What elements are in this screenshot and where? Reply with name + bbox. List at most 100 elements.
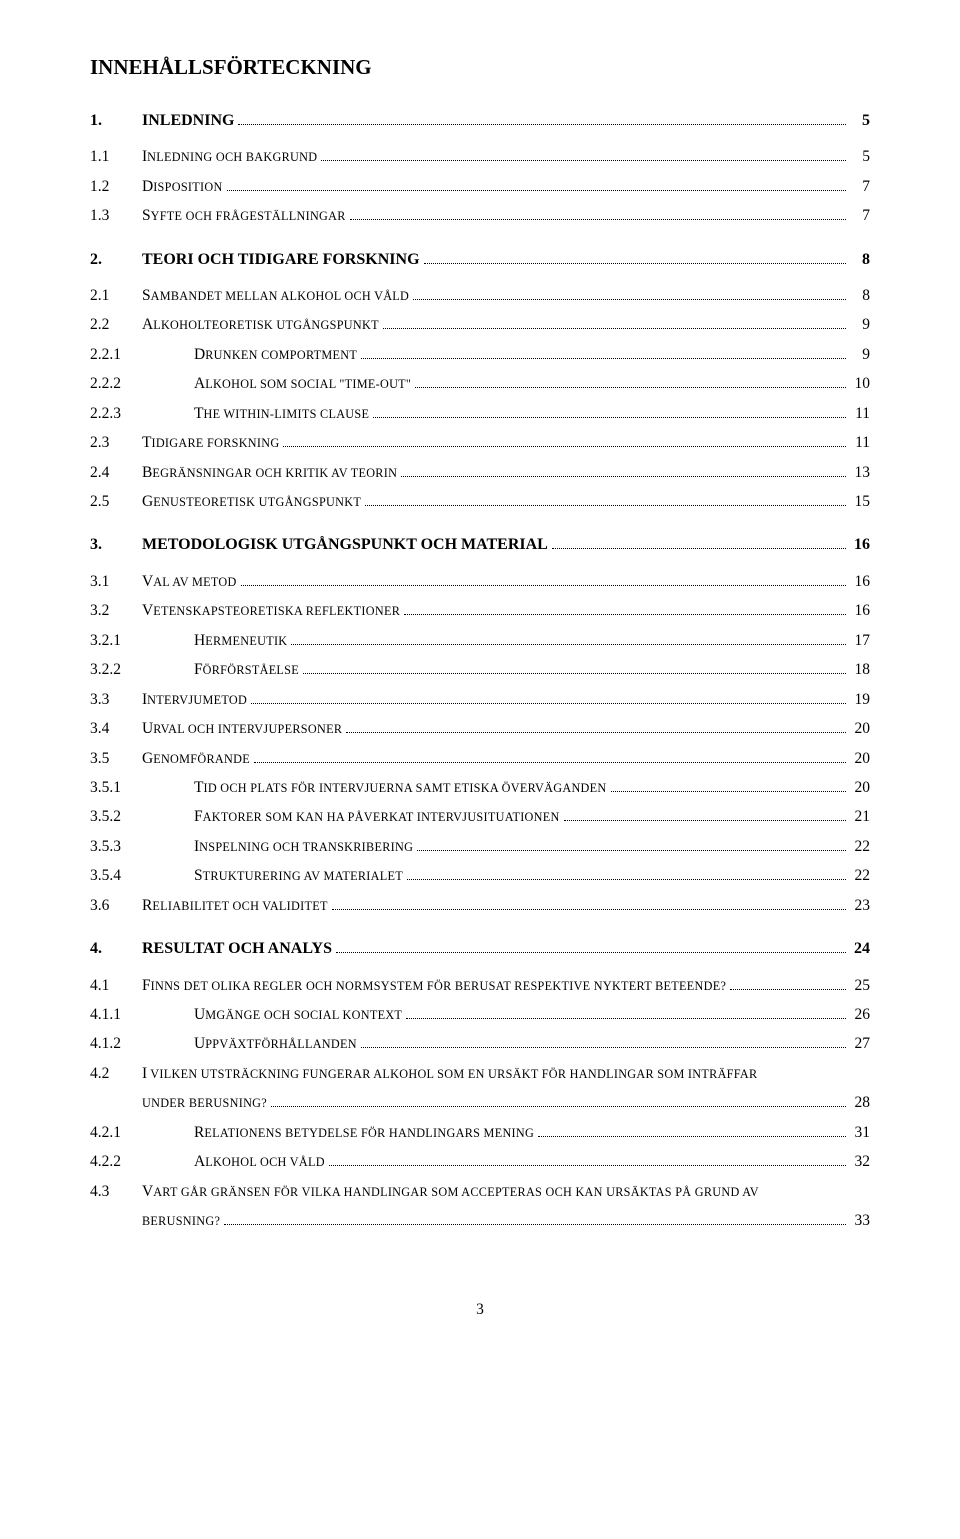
toc-leader bbox=[336, 940, 846, 954]
toc-entry: 2.1SAMBANDET MELLAN ALKOHOL OCH VÅLD 8 bbox=[90, 281, 870, 310]
toc-entry: 3.6RELIABILITET OCH VALIDITET23 bbox=[90, 891, 870, 920]
toc-entry: 1.INLEDNING5 bbox=[90, 106, 870, 136]
toc-entry-page: 16 bbox=[848, 596, 870, 625]
toc-entry-number: 4.1.1 bbox=[90, 1000, 142, 1029]
page-number: 3 bbox=[90, 1295, 870, 1324]
toc-entry-label: GENOMFÖRANDE bbox=[142, 744, 250, 773]
toc-leader bbox=[404, 602, 846, 615]
toc-entry-label: TEORI OCH TIDIGARE FORSKNING bbox=[142, 245, 420, 275]
toc-entry: 3.5GENOMFÖRANDE20 bbox=[90, 744, 870, 773]
toc-entry-page: 19 bbox=[848, 685, 870, 714]
toc-entry-page: 13 bbox=[848, 458, 870, 487]
toc-entry-label: UMGÄNGE OCH SOCIAL KONTEXT bbox=[142, 1000, 402, 1029]
toc-entry-page: 20 bbox=[848, 714, 870, 743]
toc-leader bbox=[611, 779, 847, 792]
toc-entry-number: 2.2.1 bbox=[90, 340, 142, 369]
toc-entry-label: TIDIGARE FORSKNING bbox=[142, 428, 279, 457]
toc-entry-page: 9 bbox=[848, 310, 870, 339]
toc-leader bbox=[373, 405, 846, 418]
toc-leader bbox=[329, 1153, 846, 1166]
toc-entry-number: 2.1 bbox=[90, 281, 142, 310]
toc-entry-number: 3.5.4 bbox=[90, 861, 142, 890]
toc-entry-page: 20 bbox=[848, 744, 870, 773]
toc-entry: 3.2VETENSKAPSTEORETISKA REFLEKTIONER16 bbox=[90, 596, 870, 625]
toc-entry-label: INLEDNING bbox=[142, 106, 234, 136]
toc-entry-number: 3.5.1 bbox=[90, 773, 142, 802]
toc-entry: 2.2.1DRUNKEN COMPORTMENT9 bbox=[90, 340, 870, 369]
toc-entry-label: FAKTORER SOM KAN HA PÅVERKAT INTERVJUSIT… bbox=[142, 802, 560, 831]
toc-entry-number: 3. bbox=[90, 530, 142, 560]
toc-entry-label: SAMBANDET MELLAN ALKOHOL OCH VÅLD bbox=[142, 281, 409, 310]
toc-entry-label: HERMENEUTIK bbox=[142, 626, 287, 655]
toc-entry-label: INTERVJUMETOD bbox=[142, 685, 247, 714]
toc-leader bbox=[417, 838, 846, 851]
toc-leader bbox=[224, 1212, 846, 1225]
toc-entry-label-cont: UNDER BERUSNING? bbox=[142, 1088, 267, 1117]
toc-leader bbox=[383, 316, 846, 329]
toc-entry-number: 2.2.3 bbox=[90, 399, 142, 428]
toc-entry: 1.2DISPOSITION7 bbox=[90, 172, 870, 201]
toc-entry-label: GENUSTEORETISK UTGÅNGSPUNKT bbox=[142, 487, 361, 516]
toc-entry: 2.2.2ALKOHOL SOM SOCIAL "TIME-OUT"10 bbox=[90, 369, 870, 398]
toc-entry-page: 5 bbox=[848, 142, 870, 171]
toc-entry-number: 1.2 bbox=[90, 172, 142, 201]
toc-leader bbox=[238, 111, 846, 125]
toc-entry-label: INSPELNING OCH TRANSKRIBERING bbox=[142, 832, 413, 861]
toc-entry-page: 10 bbox=[848, 369, 870, 398]
toc-leader bbox=[283, 434, 846, 447]
toc-entry-label: SYFTE OCH FRÅGESTÄLLNINGAR bbox=[142, 201, 346, 230]
toc-entry-page: 16 bbox=[848, 530, 870, 560]
toc-entry: 3.5.4STRUKTURERING AV MATERIALET22 bbox=[90, 861, 870, 890]
toc-entry-number: 3.3 bbox=[90, 685, 142, 714]
toc-entry-number: 4.1.2 bbox=[90, 1029, 142, 1058]
toc-entry: 1.1INLEDNING OCH BAKGRUND5 bbox=[90, 142, 870, 171]
toc-entry: 4.1.2UPPVÄXTFÖRHÅLLANDEN 27 bbox=[90, 1029, 870, 1058]
toc-entry: 4.RESULTAT OCH ANALYS24 bbox=[90, 934, 870, 964]
toc-leader bbox=[271, 1094, 846, 1107]
toc-entry: 2.5GENUSTEORETISK UTGÅNGSPUNKT 15 bbox=[90, 487, 870, 516]
toc-entry-label: URVAL OCH INTERVJUPERSONER bbox=[142, 714, 342, 743]
toc-entry: 3.METODOLOGISK UTGÅNGSPUNKT OCH MATERIAL… bbox=[90, 530, 870, 560]
toc-entry-number: 2.3 bbox=[90, 428, 142, 457]
toc-entry-label: FINNS DET OLIKA REGLER OCH NORMSYSTEM FÖ… bbox=[142, 971, 726, 1000]
toc-entry-page: 27 bbox=[848, 1029, 870, 1058]
toc-leader bbox=[407, 867, 846, 880]
toc-entry-number: 3.2 bbox=[90, 596, 142, 625]
toc-entry-number: 4.2 bbox=[90, 1059, 142, 1088]
toc-entry: 4.2.1RELATIONENS BETYDELSE FÖR HANDLINGA… bbox=[90, 1118, 870, 1147]
toc-entry-label: UPPVÄXTFÖRHÅLLANDEN bbox=[142, 1029, 357, 1058]
toc-entry: 3.5.1TID OCH PLATS FÖR INTERVJUERNA SAMT… bbox=[90, 773, 870, 802]
toc-leader bbox=[413, 287, 846, 300]
toc-entry-number: 2.2.2 bbox=[90, 369, 142, 398]
toc-entry-number: 4.2.2 bbox=[90, 1147, 142, 1176]
toc-entry-page: 15 bbox=[848, 487, 870, 516]
toc-entry-page: 25 bbox=[848, 971, 870, 1000]
toc-leader bbox=[350, 207, 846, 220]
toc-leader bbox=[730, 976, 846, 989]
toc-entry-number: 4. bbox=[90, 934, 142, 964]
toc-entry-page: 21 bbox=[848, 802, 870, 831]
toc-entry-label: ALKOHOLTEORETISK UTGÅNGSPUNKT bbox=[142, 310, 379, 339]
toc-entry: 2.2.3THE WITHIN-LIMITS CLAUSE11 bbox=[90, 399, 870, 428]
toc-entry-number: 3.5.2 bbox=[90, 802, 142, 831]
toc-entry-number: 4.1 bbox=[90, 971, 142, 1000]
toc-entry-label: METODOLOGISK UTGÅNGSPUNKT OCH MATERIAL bbox=[142, 530, 548, 560]
toc-entry-page: 22 bbox=[848, 861, 870, 890]
toc-entry-label: RELATIONENS BETYDELSE FÖR HANDLINGARS ME… bbox=[142, 1118, 534, 1147]
toc-entry-label: FÖRFÖRSTÅELSE bbox=[142, 655, 299, 684]
toc-entry-label: VAL AV METOD bbox=[142, 567, 237, 596]
toc-entry: 4.1FINNS DET OLIKA REGLER OCH NORMSYSTEM… bbox=[90, 971, 870, 1000]
toc-entry-number: 2.4 bbox=[90, 458, 142, 487]
toc-leader bbox=[241, 573, 846, 586]
toc-entry: 2.3TIDIGARE FORSKNING11 bbox=[90, 428, 870, 457]
toc-entry-number: 2.5 bbox=[90, 487, 142, 516]
document-title: INNEHÅLLSFÖRTECKNING bbox=[90, 48, 870, 88]
toc-leader bbox=[227, 178, 846, 191]
toc-entry: 3.3INTERVJUMETOD 19 bbox=[90, 685, 870, 714]
toc-entry: 1.3SYFTE OCH FRÅGESTÄLLNINGAR7 bbox=[90, 201, 870, 230]
toc-entry-page: 8 bbox=[848, 281, 870, 310]
toc-entry-page: 9 bbox=[848, 340, 870, 369]
toc-leader bbox=[254, 749, 846, 762]
toc-entry-label: INLEDNING OCH BAKGRUND bbox=[142, 142, 317, 171]
toc-entry-page: 24 bbox=[848, 934, 870, 964]
